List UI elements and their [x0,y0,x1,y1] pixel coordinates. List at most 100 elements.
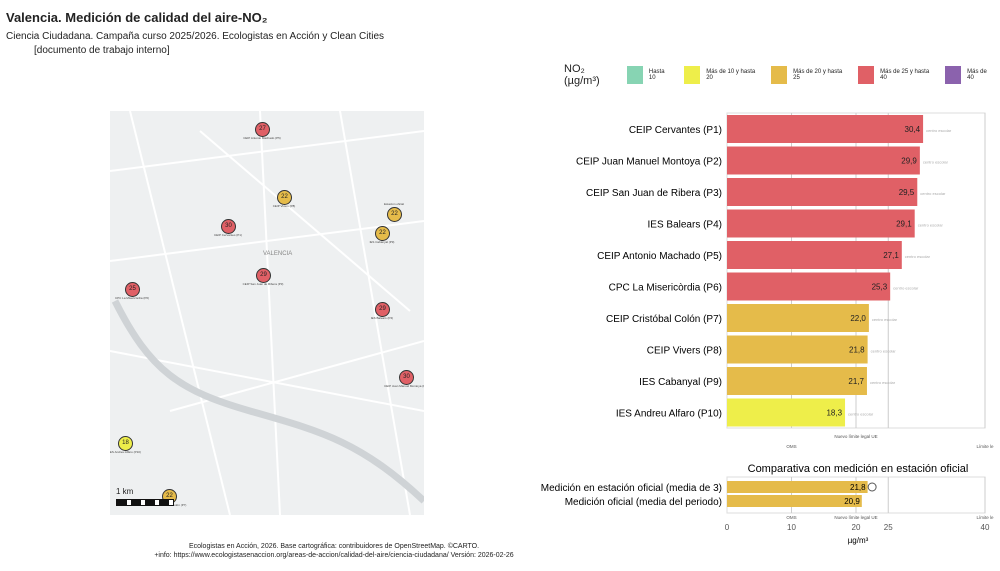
bar [727,481,868,493]
legend-label: Más de 25 y hasta 40 [880,69,930,81]
bar-note: centro escolar [926,128,952,133]
bar-note: centro escolar [848,412,874,417]
map-marker[interactable]: 29 [375,302,390,317]
data-label: 20,9 [844,497,860,506]
category-label: CEIP Cristóbal Colón (P7) [606,314,722,325]
bar [727,398,846,427]
category-label: CEIP Antonio Machado (P5) [597,251,722,262]
map-marker[interactable]: 30 [221,219,236,234]
map-marker-label: CEIP Antonio Machado (P5) [243,136,281,140]
category-label: CPC La Misericòrdia (P6) [609,283,722,294]
x-tick-label: 40 [981,523,990,532]
reference-label: OMS [786,444,796,449]
bar [727,304,869,332]
legend-swatch [771,66,788,84]
bar-note: centro escolar [905,254,931,259]
scale-bar [116,499,174,506]
subtitle: Ciencia Ciudadana. Campaña curso 2025/20… [6,31,385,42]
footer: Ecologistas en Acción, 2026. Base cartog… [0,542,668,560]
map-marker[interactable]: 18 [118,436,133,451]
legend-swatch [684,66,701,84]
map-marker[interactable]: 30 [399,370,414,385]
data-label: 21,8 [849,346,865,355]
legend-swatch [945,66,962,84]
category-label: CEIP Juan Manuel Montoya (P2) [576,157,722,168]
reference-label: Nuevo límite legal UE [834,434,877,439]
bar [727,178,918,206]
reference-label: OMS [786,515,796,520]
x-tick-label: 0 [725,523,730,532]
legend-swatch [858,66,875,84]
bar-note: centro escolar [871,349,897,354]
bar [727,146,920,175]
legend-label: Más de 40 [967,69,987,81]
data-label: 29,9 [901,157,917,166]
category-label: IES Andreu Alfaro (P10) [616,409,722,420]
legend-label: Hasta 10 [648,69,665,81]
data-label: 22,0 [850,314,866,323]
data-label: 18,3 [826,409,842,418]
map-marker[interactable]: 22 [277,190,292,205]
page-title: Valencia. Medición de calidad del aire-N… [6,10,268,25]
data-label: 21,7 [848,377,864,386]
data-label: 21,8 [850,483,866,492]
category-label: Medición oficial (media del periodo) [565,497,722,508]
map-marker-label: CEIP Vivers (P8) [272,204,296,208]
data-label: 25,3 [872,283,888,292]
category-label: CEIP Vivers (P8) [647,346,722,357]
map-marker-label: CEIP Juan Manuel Montoya (P2) [384,384,424,388]
category-label: IES Cabanyal (P9) [639,377,722,388]
city-label: VALENCIA [263,251,293,257]
map[interactable]: VALENCIA 27 CEIP Antonio Machado (P5) 22 CE… [110,111,424,515]
footer-credits: Ecologistas en Acción, 2026. Base cartog… [188,543,480,550]
map-marker-label: Estación oficial [383,202,405,206]
bar [727,272,891,301]
bar-note: centro escolar [918,223,944,228]
bar-note: centro escolar [872,317,898,322]
map-marker[interactable]: 29 [256,268,271,283]
bar-note: centro escolar [923,160,949,165]
category-label: CEIP Cervantes (P1) [629,125,722,136]
map-marker-label: CPC La Misericòrdia (P6) [114,296,150,300]
footer-info: +info: https://www.ecologistasenaccion.o… [154,552,514,559]
data-label: 27,1 [883,251,899,260]
bar [727,209,915,238]
official-station-marker [867,482,877,492]
map-marker-label: CEIP Cervantes (P1) [214,233,242,237]
reference-label: Nuevo límite legal UE [834,515,877,520]
legend-label: Más de 20 y hasta 25 [793,69,843,81]
x-tick-label: 20 [852,523,861,532]
bar [727,367,867,395]
map-marker-label: IES Cabanyal (P9) [369,240,395,244]
bar-note: centro escolar [870,380,896,385]
data-label: 30,4 [905,125,921,134]
map-marker[interactable]: 27 [255,122,270,137]
map-marker[interactable]: 25 [125,282,140,297]
comparison-title: Comparativa con medición en estación ofi… [748,463,969,475]
x-tick-label: 10 [787,523,796,532]
map-marker-label: CEIP San Juan de Ribera (P3) [242,282,284,286]
scale-label: 1 km [116,487,134,496]
legend-label: Más de 10 y hasta 20 [706,69,756,81]
bar [727,495,862,507]
bar [727,335,868,364]
x-tick-label: 25 [884,523,893,532]
map-marker-label: IES Balears (P4) [370,316,394,320]
map-marker[interactable]: 22 [375,226,390,241]
x-axis-label: µg/m³ [848,536,869,545]
data-label: 29,5 [899,188,915,197]
reference-label: Límite le [976,515,994,520]
internal-note: [documento de trabajo interno] [34,45,170,56]
legend: NO₂ (µg/m³) Hasta 10 Más de 10 y hasta 20… [564,63,1000,87]
category-label: CEIP San Juan de Ribera (P3) [586,188,722,199]
map-marker-label: IES Andreu Alfaro (P10) [110,450,141,454]
bar [727,115,924,143]
data-label: 29,1 [896,220,912,229]
map-base [110,111,424,515]
bar-note: centro escolar [920,191,946,196]
bar [727,241,902,269]
legend-title: NO₂ (µg/m³) [564,63,600,87]
map-marker[interactable]: 22 [387,207,402,222]
legend-swatch [626,66,643,84]
